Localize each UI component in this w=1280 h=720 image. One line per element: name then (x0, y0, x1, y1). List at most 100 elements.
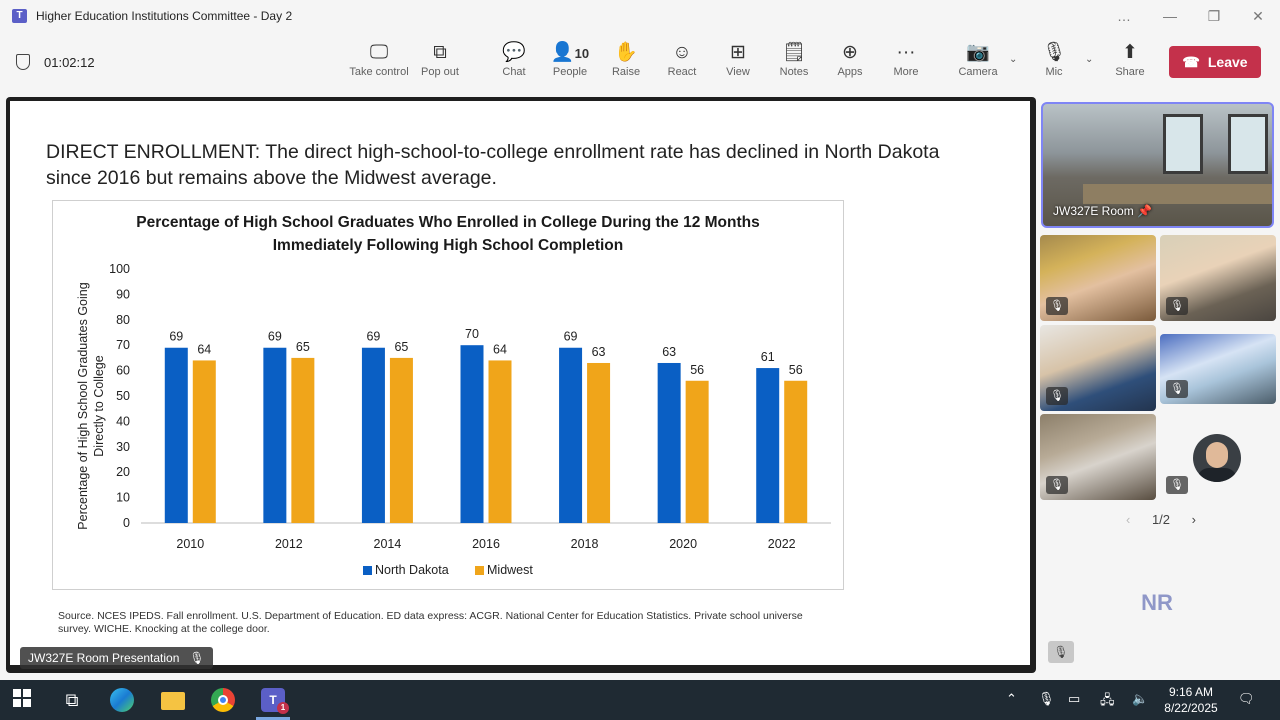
presentation-slide: DIRECT ENROLLMENT: The direct high-schoo… (10, 101, 1030, 669)
participant-name: JW327E Room 📌 (1053, 204, 1152, 218)
title-bar: T Higher Education Institutions Committe… (0, 0, 1280, 32)
y-tick-label: 40 (116, 414, 130, 428)
pop-out-button[interactable]: ⧉ Pop out (416, 40, 464, 88)
x-tick-label: 2010 (176, 537, 204, 551)
minimize-icon[interactable]: — (1163, 8, 1177, 24)
task-view-icon[interactable]: ⧉ (65, 690, 79, 710)
chat-button[interactable]: 💬 Chat (494, 40, 534, 88)
mic-off-icon: 🎙 (189, 651, 205, 665)
notes-icon: 🗒 (781, 42, 807, 63)
y-tick-label: 50 (116, 389, 130, 403)
apps-button[interactable]: ⊕ Apps (830, 40, 870, 88)
teams-app-icon[interactable]: T 1 (261, 688, 289, 714)
y-tick-label: 20 (116, 465, 130, 479)
bar-north-dakota (263, 347, 287, 523)
bar-north-dakota (756, 368, 780, 523)
close-icon[interactable]: ✕ (1252, 8, 1264, 24)
participant-tile[interactable]: 🎙 (1160, 334, 1276, 404)
data-label: 69 (366, 330, 380, 344)
legend-swatch (475, 566, 484, 575)
participant-tile[interactable]: 🎙 (1160, 235, 1276, 321)
raise-hand-button[interactable]: ✋ Raise (606, 40, 646, 88)
mic-off-icon: 🎙 (1041, 42, 1067, 63)
participant-tile[interactable]: 🎙 (1040, 325, 1156, 411)
bar-midwest (685, 380, 709, 523)
y-axis-label: Percentage of High School Graduates Goin… (76, 282, 106, 529)
mic-off-icon: 🎙 (1046, 297, 1068, 315)
pin-icon: 📌 (1137, 204, 1152, 218)
edge-browser-icon[interactable] (110, 688, 134, 712)
chart-title: Percentage of High School Graduates Who … (136, 214, 760, 254)
mic-off-icon: 🎙 (1166, 476, 1188, 494)
volume-icon[interactable]: 🔈 (1132, 691, 1149, 706)
file-explorer-icon[interactable] (161, 692, 185, 710)
bar-north-dakota (657, 362, 681, 523)
x-tick-label: 2012 (275, 537, 303, 551)
more-button[interactable]: ··· More (886, 40, 926, 88)
avatar[interactable] (1193, 434, 1241, 482)
data-label: 64 (197, 342, 211, 356)
data-label: 63 (592, 345, 606, 359)
chevron-left-icon[interactable]: ‹ (1126, 512, 1131, 527)
mic-off-icon: 🎙 (1046, 387, 1068, 405)
chevron-right-icon[interactable]: › (1191, 512, 1196, 527)
bar-midwest (192, 360, 216, 523)
participant-tile-room[interactable]: JW327E Room 📌 (1041, 102, 1274, 228)
microphone-tray-icon[interactable]: 🎙 (1038, 691, 1055, 706)
network-icon[interactable]: 🖧 (1100, 692, 1115, 707)
leave-button[interactable]: ☎ Leave (1169, 46, 1261, 78)
x-tick-label: 2018 (571, 537, 599, 551)
mic-button[interactable]: 🎙 Mic (1034, 40, 1074, 88)
camera-button[interactable]: 📷 Camera (954, 40, 1002, 88)
presenter-label: JW327E Room Presentation 🎙 (20, 647, 213, 669)
system-clock[interactable]: 9:16 AM 8/22/2025 (1164, 685, 1218, 715)
mic-off-icon: 🎙 (1046, 476, 1068, 494)
notification-badge: 1 (277, 702, 289, 714)
more-options-icon[interactable]: … (1117, 8, 1131, 24)
grid-view-icon: ⊞ (730, 42, 746, 63)
data-label: 61 (761, 350, 775, 364)
smiley-icon: ☺ (672, 42, 692, 63)
y-tick-label: 90 (116, 287, 130, 301)
x-tick-label: 2022 (768, 537, 796, 551)
y-tick-label: 60 (116, 364, 130, 378)
source-note: Source. NCES IPEDS. Fall enrollment. U.S… (58, 610, 803, 635)
camera-options-chevron-icon[interactable]: ⌄ (1009, 54, 1018, 65)
shield-icon (16, 54, 30, 70)
participant-tile[interactable]: 🎙 (1040, 414, 1156, 500)
bar-north-dakota (559, 347, 583, 523)
people-button[interactable]: 👤10 People (546, 40, 594, 88)
legend-label: Midwest (487, 563, 533, 577)
bar-midwest (784, 380, 808, 523)
mic-off-icon: 🎙 (1166, 380, 1188, 398)
notes-button[interactable]: 🗒 Notes (774, 40, 814, 88)
chevron-up-icon[interactable]: ⌃ (1006, 691, 1017, 706)
phone-hangup-icon: ☎ (1182, 53, 1200, 70)
battery-icon[interactable]: ▭ (1068, 691, 1081, 706)
bar-midwest (389, 357, 413, 523)
y-tick-label: 80 (116, 313, 130, 327)
people-icon: 👤10 (550, 42, 590, 63)
share-button[interactable]: ⬆ Share (1110, 40, 1150, 88)
bar-chart: 0 10 20 30 40 50 60 70 80 90 100 Percentage of High… (52, 200, 844, 590)
view-button[interactable]: ⊞ View (718, 40, 758, 88)
x-tick-label: 2014 (374, 537, 402, 551)
data-label: 65 (296, 340, 310, 354)
shared-content-stage: DIRECT ENROLLMENT: The direct high-schoo… (6, 97, 1036, 673)
hand-icon: ✋ (614, 42, 638, 63)
camera-off-icon: 📷 (966, 42, 990, 63)
participant-tile[interactable]: 🎙 (1040, 235, 1156, 321)
take-control-button[interactable]: 🖵 Take control (346, 40, 412, 88)
windows-start-icon[interactable] (12, 688, 36, 712)
chrome-browser-icon[interactable] (211, 688, 235, 712)
bar-midwest (488, 360, 512, 523)
react-button[interactable]: ☺ React (662, 40, 702, 88)
mic-options-chevron-icon[interactable]: ⌄ (1085, 54, 1094, 65)
meeting-toolbar: 01:02:12 🖵 Take control ⧉ Pop out 💬 Chat… (0, 32, 1280, 94)
mic-off-icon: 🎙 (1048, 641, 1074, 663)
participant-pager: ‹ 1/2 › (1126, 512, 1196, 527)
restore-icon[interactable]: ❐ (1207, 8, 1221, 24)
notification-icon[interactable]: 🗨 (1238, 691, 1255, 706)
people-count: 10 (574, 46, 590, 61)
